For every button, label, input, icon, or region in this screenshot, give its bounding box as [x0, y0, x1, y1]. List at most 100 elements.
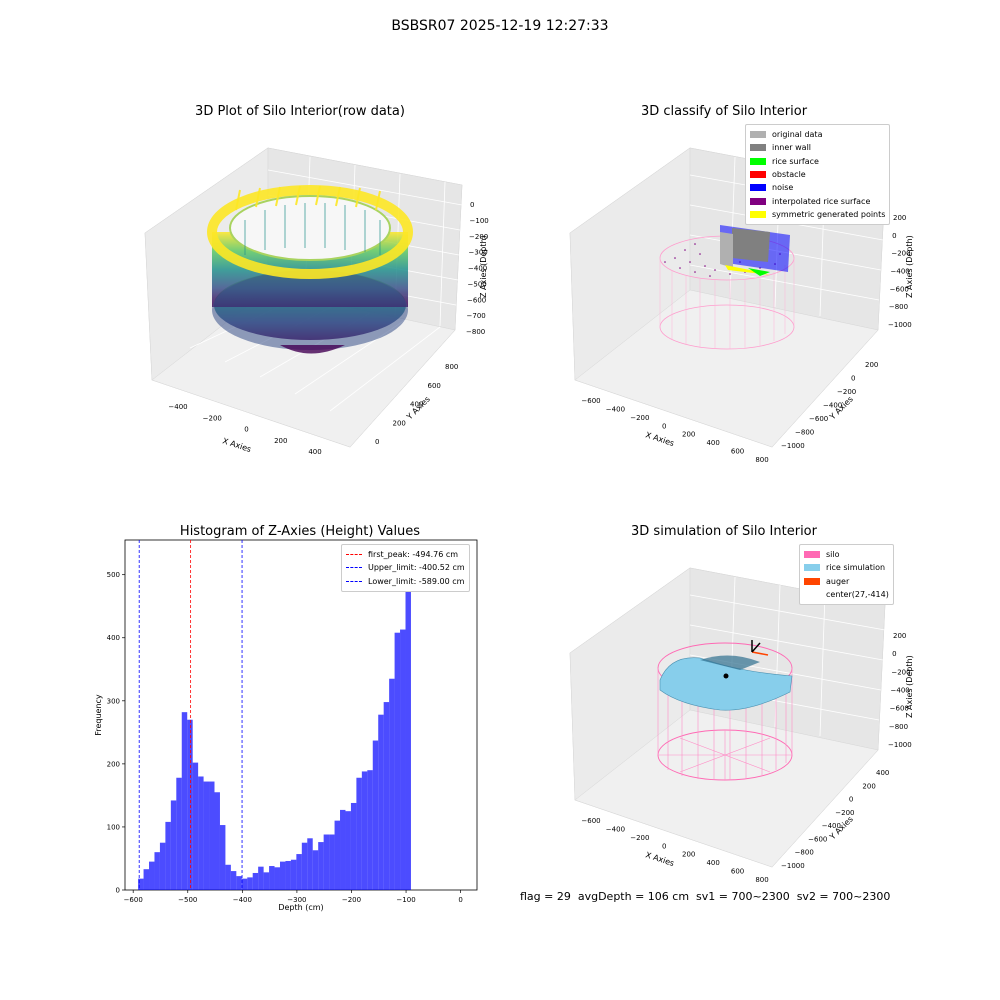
- histogram-bar: [307, 838, 313, 890]
- histogram-bar: [241, 878, 248, 890]
- simulation-x-tick: −600: [581, 817, 600, 825]
- legend-swatch: [750, 157, 766, 165]
- legend-swatch: [804, 591, 820, 598]
- x-tick-label: −400: [233, 896, 252, 904]
- histogram-bar: [269, 866, 275, 890]
- legend-label: silo: [826, 550, 840, 560]
- histogram-bar: [203, 781, 210, 890]
- raw-y-tick: 200: [393, 419, 406, 427]
- histogram-title: Histogram of Z-Axies (Height) Values: [179, 524, 421, 539]
- classify-x-tick: 400: [706, 439, 719, 447]
- classify-x-tick: −200: [630, 414, 649, 422]
- histogram-bar: [198, 776, 204, 890]
- histogram-bar: [181, 712, 188, 890]
- legend-label: inner wall: [772, 143, 812, 153]
- histogram-bar: [394, 632, 401, 890]
- raw-y-tick: 800: [445, 363, 458, 371]
- legend-swatch: [804, 577, 820, 585]
- classify-xlabel: X Axies: [644, 430, 675, 448]
- classify-z-tick: 200: [893, 214, 906, 222]
- classify-y-tick: −800: [795, 429, 814, 437]
- histogram-bar: [263, 872, 270, 890]
- histogram-bar: [225, 864, 231, 890]
- classify-z-tick: −200: [891, 250, 910, 258]
- raw-z-tick: 0: [470, 201, 474, 209]
- legend-label: interpolated rice surface: [772, 196, 871, 206]
- legend-swatch: [804, 564, 820, 572]
- simulation-x-tick: 0: [662, 842, 666, 850]
- histogram-bar: [378, 714, 384, 890]
- legend-entry: noise: [750, 181, 885, 194]
- x-tick-label: −500: [178, 896, 197, 904]
- histogram-bar: [219, 825, 226, 890]
- legend-label: obstacle: [772, 170, 806, 180]
- legend-entry: symmetric generated points: [750, 208, 885, 221]
- raw-x-tick: −400: [168, 403, 187, 411]
- legend-label: rice surface: [772, 156, 819, 166]
- legend-entry: first_peak: -494.76 cm: [346, 548, 465, 561]
- classify-z-tick: −600: [890, 285, 909, 293]
- legend-label: Upper_limit: -400.52 cm: [368, 563, 465, 573]
- raw-y-tick: 600: [428, 382, 441, 390]
- raw-y-tick: 400: [410, 401, 423, 409]
- legend-swatch: [750, 197, 766, 205]
- histogram-bar: [361, 771, 368, 890]
- simulation-x-tick: −200: [630, 834, 649, 842]
- legend-entry: center(27,-414): [804, 588, 889, 601]
- x-tick-label: −200: [342, 896, 361, 904]
- raw-z-tick: −600: [467, 296, 486, 304]
- raw-x-tick: 200: [274, 437, 287, 445]
- histogram-bar: [252, 872, 259, 890]
- legend-label: rice simulation: [826, 563, 886, 573]
- histogram-legend: first_peak: -494.76 cm Upper_limit: -400.…: [341, 544, 470, 592]
- legend-label: noise: [772, 183, 794, 193]
- simulation-zlabel: Z Axies (Depth): [905, 655, 914, 718]
- histogram-bar: [389, 678, 395, 890]
- x-tick-label: −300: [287, 896, 306, 904]
- legend-entry: Upper_limit: -400.52 cm: [346, 561, 465, 574]
- y-tick-label: 100: [107, 823, 120, 831]
- histogram-bar: [312, 850, 319, 890]
- simulation-y-tick: 200: [862, 782, 875, 790]
- simulation-z-tick: −1000: [888, 741, 912, 749]
- legend-swatch: [346, 554, 362, 556]
- simulation-x-tick: 200: [682, 851, 695, 859]
- x-tick-label: 0: [458, 896, 462, 904]
- classify-legend: original data inner wall rice surface obsta…: [745, 124, 891, 226]
- histogram-bar: [329, 834, 335, 890]
- histogram-xlabel: Depth (cm): [278, 903, 323, 912]
- histogram-bar: [356, 777, 362, 890]
- y-tick-label: 200: [107, 760, 120, 768]
- simulation-y-tick: −600: [808, 835, 827, 843]
- simulation-z-tick: −400: [891, 687, 910, 695]
- classify-x-tick: −400: [606, 405, 625, 413]
- histogram-bar: [138, 878, 144, 890]
- histogram-bar: [247, 877, 253, 890]
- status-footer: flag = 29 avgDepth = 106 cm sv1 = 700~23…: [520, 890, 891, 903]
- simulation-x-tick: −400: [606, 825, 625, 833]
- histogram-bar: [405, 558, 411, 890]
- y-tick-label: 500: [107, 571, 120, 579]
- classify-zlabel: Z Axies (Depth): [905, 235, 914, 298]
- classify-z-tick: −800: [889, 303, 908, 311]
- histogram-bar: [296, 854, 302, 890]
- raw-z-tick: −700: [467, 312, 486, 320]
- classify-x-tick: 200: [682, 431, 695, 439]
- classify-y-tick: −200: [837, 388, 856, 396]
- raw-xlabel: X Axies: [221, 436, 252, 454]
- simulation-legend: silo rice simulation auger center(27,-414): [799, 544, 894, 606]
- legend-entry: obstacle: [750, 168, 885, 181]
- histogram-ylabel: Frequency: [94, 694, 103, 736]
- histogram-bar: [334, 820, 341, 890]
- simulation-x-tick: 800: [755, 876, 768, 884]
- classify-z-tick: −400: [891, 268, 910, 276]
- legend-swatch: [750, 184, 766, 192]
- legend-swatch: [750, 210, 766, 218]
- simulation-y-tick: 400: [876, 769, 889, 777]
- histogram-bar: [279, 861, 286, 890]
- histogram-bar: [285, 860, 291, 890]
- classify-plot-title: 3D classify of Silo Interior: [640, 104, 808, 119]
- legend-label: first_peak: -494.76 cm: [368, 550, 459, 560]
- histogram-bar: [367, 770, 373, 890]
